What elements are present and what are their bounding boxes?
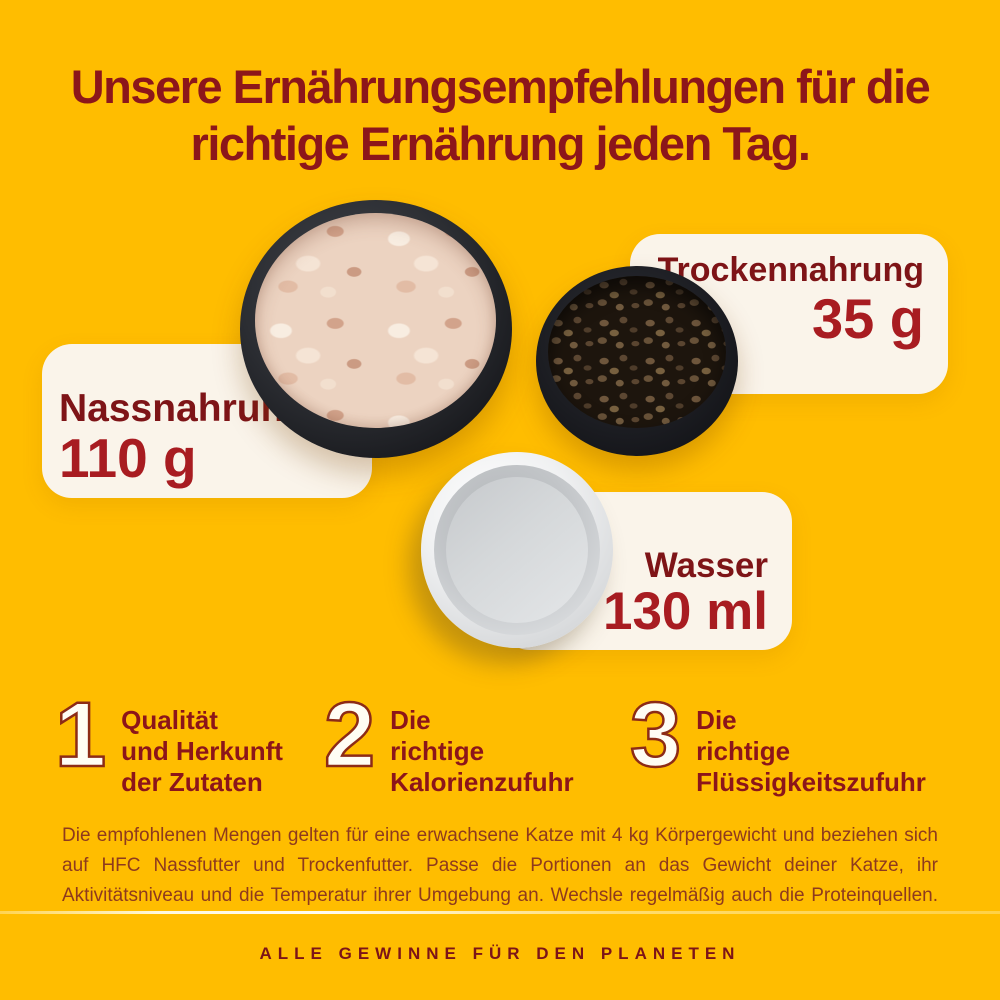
water-amount: 130 ml [602,582,768,641]
principle-1-number: 1 [54,684,108,786]
dry-food-content [548,276,726,428]
principle-2: 2 Die richtige Kalorienzufuhr [323,684,574,798]
dry-food-label: Trockennahrung [657,251,924,289]
wet-food-amount: 110 g [59,427,197,489]
principle-1-line2: und Herkunft [121,736,283,766]
principle-1: 1 Qualität und Herkunft der Zutaten [54,684,283,798]
page-title-line1: Unsere Ernährungsempfehlungen für die [70,60,931,113]
principle-1-text: Qualität und Herkunft der Zutaten [121,705,283,798]
principle-3: 3 Die richtige Flüssigkeitszufuhr [629,684,926,798]
principle-2-text: Die richtige Kalorienzufuhr [390,705,573,798]
disclaimer-line1: Die empfohlenen Mengen gelten für eine e… [62,825,938,846]
wet-food-content [255,213,496,428]
principle-1-line1: Qualität [121,705,218,735]
principle-2-line1: Die [390,705,431,735]
principle-2-line3: Kalorienzufuhr [390,767,574,797]
dry-food-amount: 35 g [811,287,924,350]
page-title: Unsere Ernährungsempfehlungen für die ri… [0,58,1000,172]
water-bowl-photo [421,452,613,648]
footer-tagline: ALLE GEWINNE FÜR DEN PLANETEN [259,944,741,963]
principle-3-line1: Die [696,705,737,735]
page-title-line2: richtige Ernährung jeden Tag. [190,117,811,170]
principle-1-line3: der Zutaten [121,767,263,797]
disclaimer-text: Die empfohlenen Mengen gelten für eine e… [62,821,938,911]
dry-food-bowl-photo [536,266,738,456]
divider-sheen-line [0,911,1000,914]
principle-2-line2: richtige [390,736,485,766]
principle-3-line3: Flüssigkeitszufuhr [696,767,926,797]
disclaimer-line3: Aktivitätsniveau und die Temperatur ihre… [62,885,938,906]
wet-food-bowl-photo [240,200,512,458]
water-label: Wasser [644,546,768,585]
principle-3-number: 3 [629,684,683,786]
disclaimer-line2: auf HFC Nassfutter und Trockenfutter. Pa… [62,855,938,876]
principle-2-number: 2 [323,684,377,786]
water-surface [446,477,588,623]
principle-3-line2: richtige [696,736,791,766]
principle-3-text: Die richtige Flüssigkeitszufuhr [696,705,926,798]
